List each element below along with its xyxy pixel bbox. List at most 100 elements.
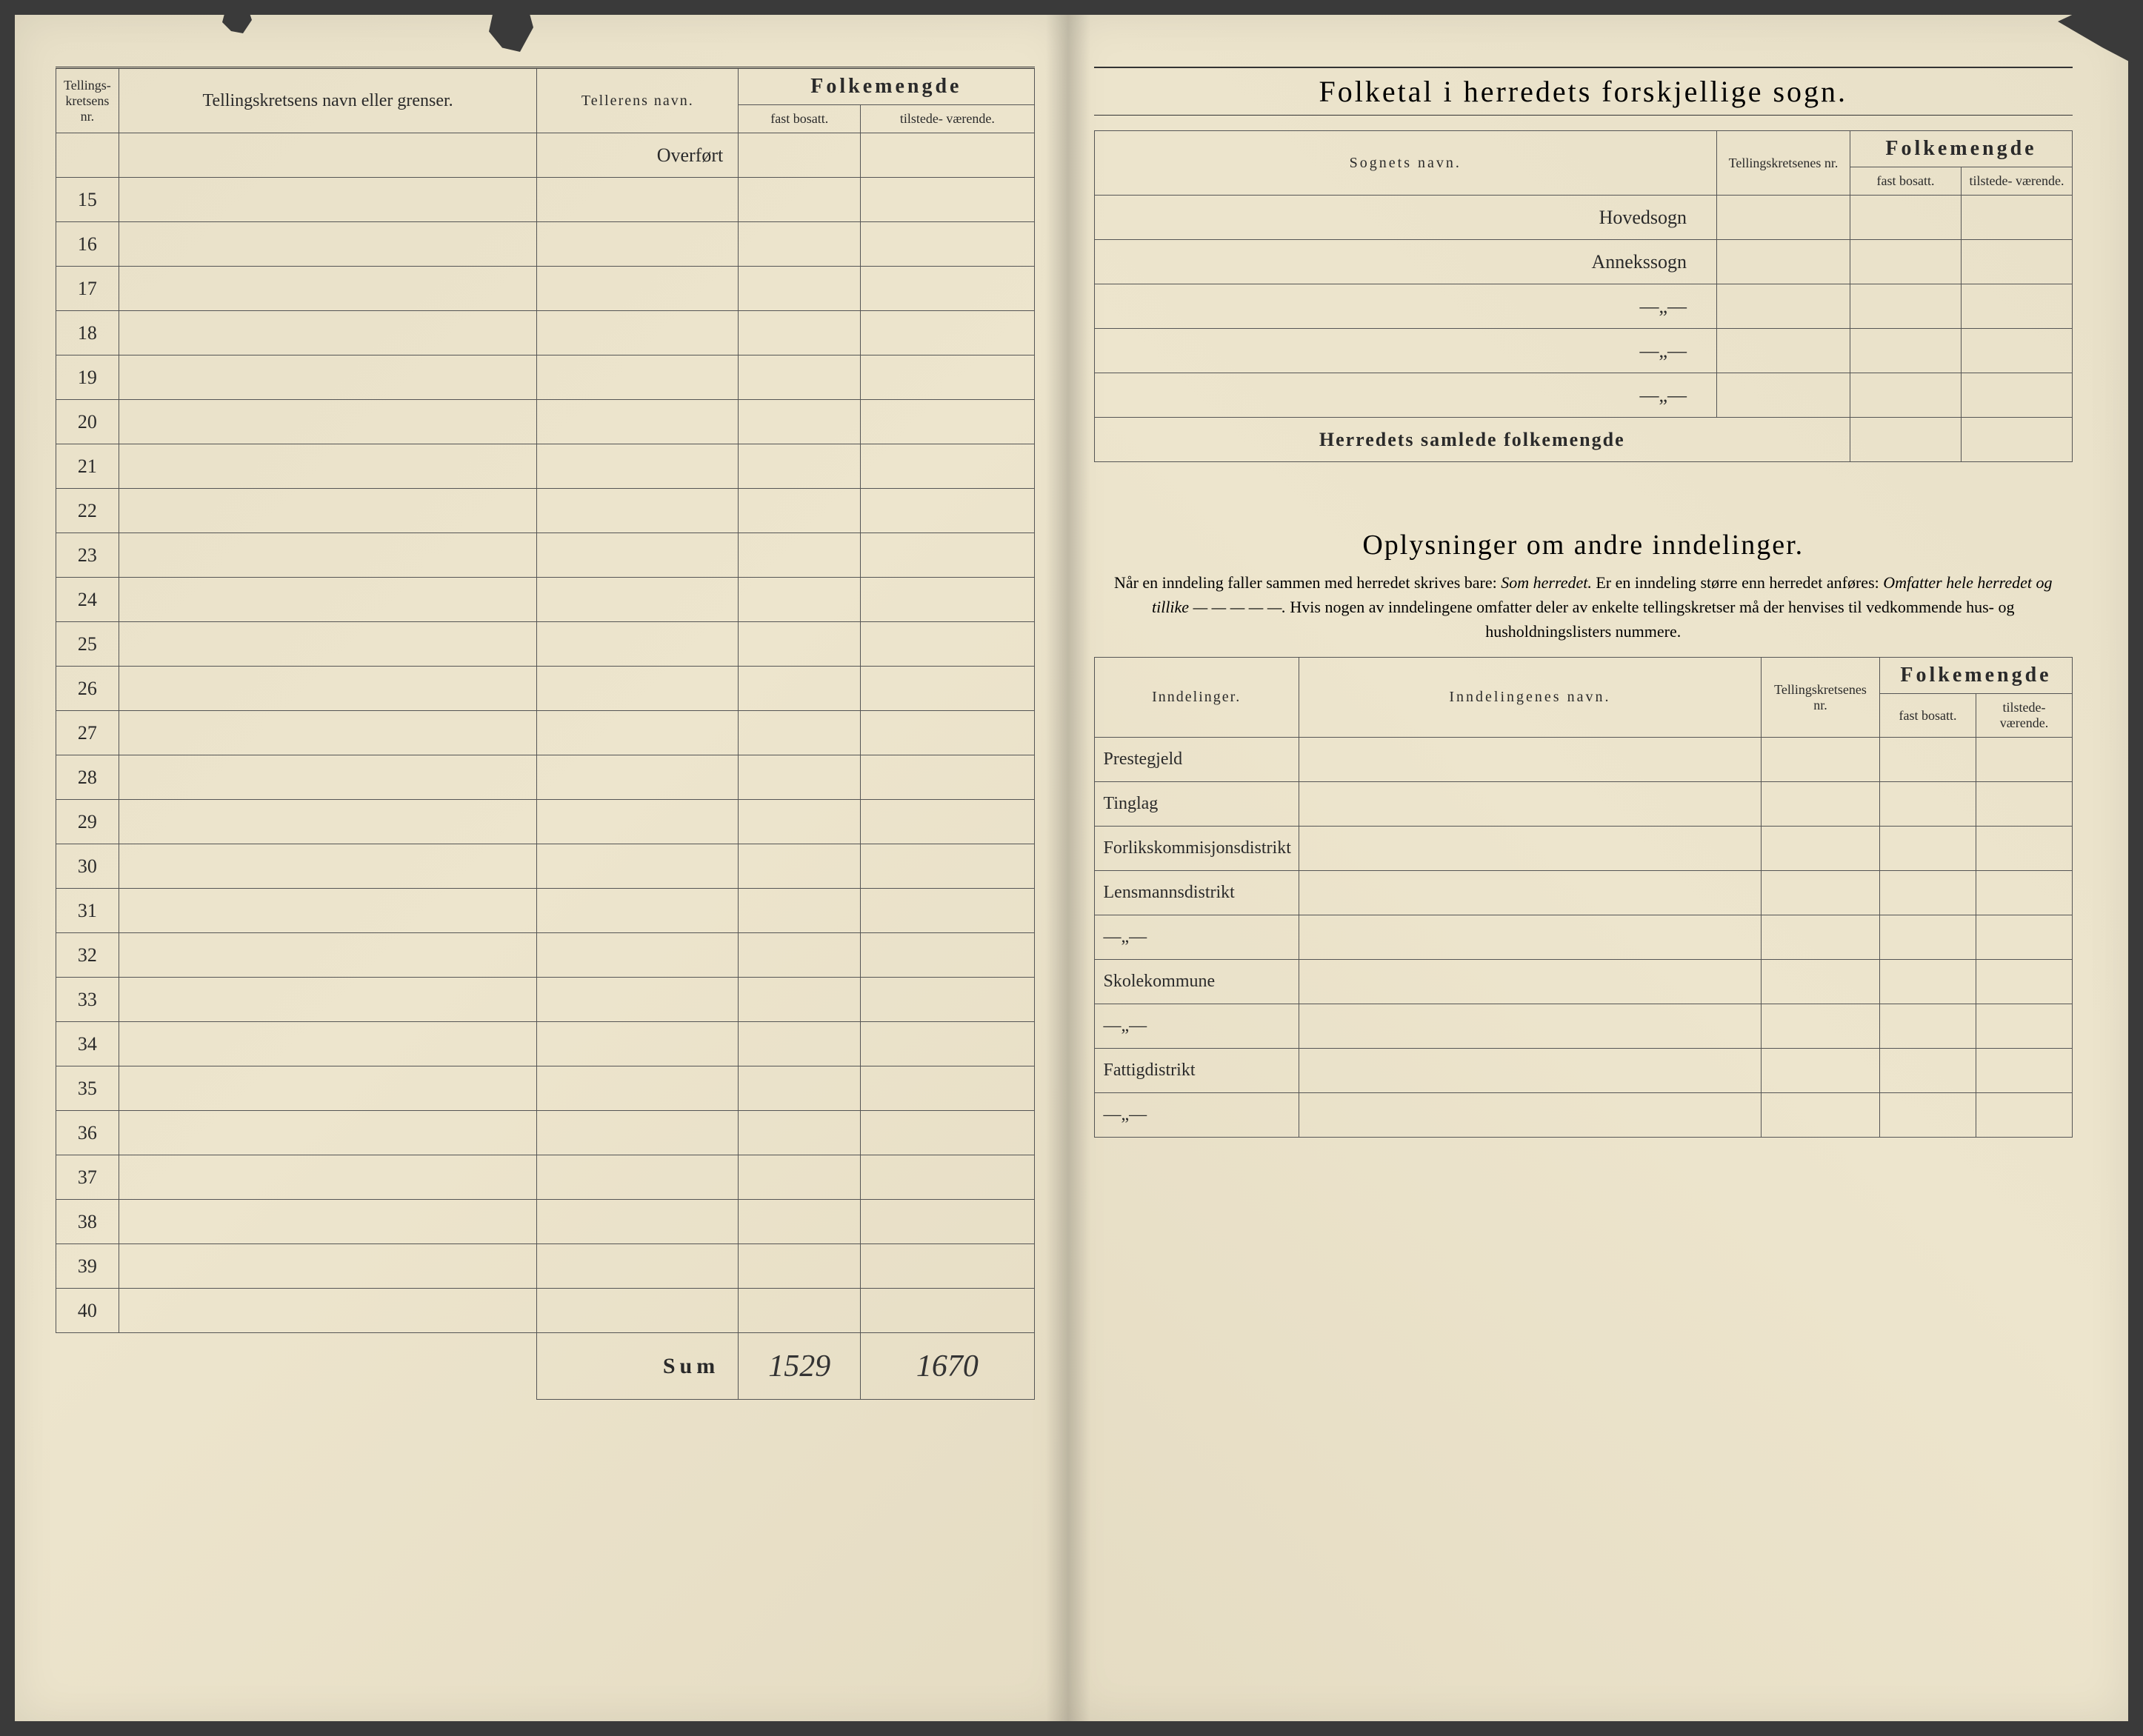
cell [739,1022,861,1066]
cell [119,1244,537,1289]
paper-tear [489,11,533,52]
cell [119,889,537,933]
row-number-cell: 18 [56,311,119,355]
row-number-cell: 40 [56,1289,119,1333]
cell [537,578,739,622]
col-header-kretsnavn: Tellingskretsens navn eller grenser. [119,68,537,133]
cell [861,578,1034,622]
sogn-table: Sognets navn. Tellingskretsenes nr. Folk… [1094,130,2073,462]
inndeling-label-cell: Forlikskommisjonsdistrikt [1094,827,1299,871]
cell [537,1111,739,1155]
cell [861,1022,1034,1066]
cell [1850,240,1962,284]
cell [1976,871,2073,915]
cell [861,711,1034,755]
cell [1717,284,1850,329]
cell [861,889,1034,933]
cell [1880,738,1976,782]
table-row: 37 [56,1155,1035,1200]
cell [1880,915,1976,960]
cell [739,311,861,355]
cell [537,844,739,889]
row-number-cell: 16 [56,222,119,267]
samlede-label: Herredets samlede folkemengde [1094,418,1850,462]
cell [739,889,861,933]
cell [739,578,861,622]
table-row: 21 [56,444,1035,489]
paper-tear [222,11,252,33]
cell [1962,329,2073,373]
row-number-cell: 21 [56,444,119,489]
table-row: 26 [56,667,1035,711]
row-number-cell: 26 [56,667,119,711]
cell [739,1111,861,1155]
table-row: —„— [1094,915,2073,960]
cell [1880,871,1976,915]
table-row: 27 [56,711,1035,755]
table-row: 40 [56,1289,1035,1333]
table-row: 30 [56,844,1035,889]
cell [861,489,1034,533]
table-row: 23 [56,533,1035,578]
cell [537,311,739,355]
cell [861,755,1034,800]
row-number-cell: 30 [56,844,119,889]
cell [1976,1049,2073,1093]
sum-fast-value: 1529 [739,1333,861,1400]
cell [861,844,1034,889]
inndeling-label-cell: —„— [1094,1093,1299,1138]
cell [537,800,739,844]
section-note: Når en inndeling faller sammen med herre… [1094,570,2073,644]
overfort-label: Overført [537,133,739,178]
cell [1717,240,1850,284]
paper-tear [2058,11,2132,63]
cell [537,667,739,711]
sogn-label-cell: —„— [1094,373,1717,418]
col-header-tilstede: tilstede- værende. [1962,167,2073,196]
cell [1850,284,1962,329]
cell [119,844,537,889]
cell [1880,1004,1976,1049]
cell [537,1066,739,1111]
col-header-folkemengde: Folkemengde [1850,131,2073,167]
cell [537,489,739,533]
table-row: 39 [56,1244,1035,1289]
col-header-tellingskretsenes: Tellingskretsenes nr. [1717,131,1850,196]
cell [537,711,739,755]
row-number-cell: 32 [56,933,119,978]
cell [537,1155,739,1200]
cell [739,222,861,267]
cell [1976,1093,2073,1138]
col-header-inndnavn: Inndelingenes navn. [1299,658,1761,738]
table-row: 36 [56,1111,1035,1155]
table-row: 33 [56,978,1035,1022]
table-row: Prestegjeld [1094,738,2073,782]
row-number-cell: 23 [56,533,119,578]
row-number-cell: 33 [56,978,119,1022]
cell [739,755,861,800]
cell [861,222,1034,267]
cell [119,444,537,489]
table-row: 16 [56,222,1035,267]
cell [1962,373,2073,418]
table-row: 38 [56,1200,1035,1244]
col-header-folkemengde: Folkemengde [739,68,1034,105]
cell [119,1289,537,1333]
row-number-cell: 17 [56,267,119,311]
page-title: Folketal i herredets forskjellige sogn. [1094,67,2073,116]
col-header-inndelinger: Inndelinger. [1094,658,1299,738]
row-number-cell: 29 [56,800,119,844]
row-number-cell: 24 [56,578,119,622]
cell [861,1066,1034,1111]
inndeling-label-cell: Fattigdistrikt [1094,1049,1299,1093]
inndeling-label-cell: Prestegjeld [1094,738,1299,782]
cell [119,800,537,844]
col-header-fast: fast bosatt. [1880,694,1976,738]
cell [739,711,861,755]
col-header-fast: fast bosatt. [1850,167,1962,196]
table-row: 20 [56,400,1035,444]
row-number-cell: 19 [56,355,119,400]
cell [1976,827,2073,871]
cell [537,222,739,267]
cell [739,978,861,1022]
